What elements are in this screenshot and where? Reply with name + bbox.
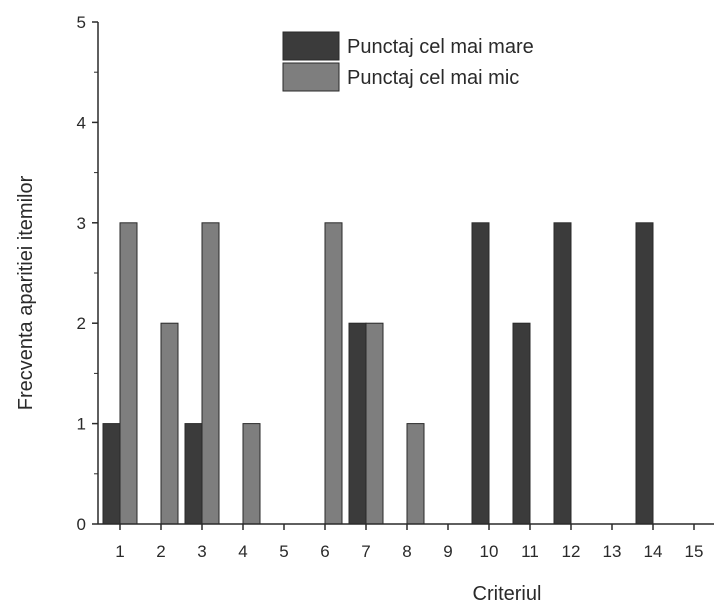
x-tick-label: 9 xyxy=(443,542,452,561)
x-tick-label: 2 xyxy=(156,542,165,561)
y-tick-label: 0 xyxy=(77,515,86,534)
bar-lowest-score xyxy=(406,423,425,525)
y-tick-label: 5 xyxy=(77,13,86,32)
y-tick-label: 1 xyxy=(77,415,86,434)
bar-lowest-score xyxy=(365,322,384,525)
legend: Punctaj cel mai mare Punctaj cel mai mic xyxy=(282,31,534,92)
y-tick-label: 2 xyxy=(77,314,86,333)
x-tick-label: 15 xyxy=(685,542,704,561)
bar-lowest-score xyxy=(119,222,138,525)
legend-label-high: Punctaj cel mai mare xyxy=(347,36,534,58)
legend-swatch-high xyxy=(282,31,340,61)
bar-highest-score xyxy=(184,423,203,525)
x-tick-label: 11 xyxy=(521,542,539,561)
bar-lowest-score xyxy=(201,222,220,525)
x-axis-title: Criteriul xyxy=(473,583,542,605)
bar-highest-score xyxy=(553,222,572,525)
x-tick-label: 8 xyxy=(402,542,411,561)
bar-highest-score xyxy=(471,222,490,525)
x-tick-label: 14 xyxy=(644,542,663,561)
bar-highest-score xyxy=(348,322,367,525)
x-tick-label: 1 xyxy=(115,542,124,561)
bar-lowest-score xyxy=(324,222,343,525)
x-tick-label: 5 xyxy=(279,542,288,561)
bar-lowest-score xyxy=(242,423,261,525)
y-tick-label: 4 xyxy=(77,113,86,132)
bars-group xyxy=(102,222,654,525)
x-tick-label: 6 xyxy=(320,542,329,561)
x-tick-label: 13 xyxy=(603,542,622,561)
x-tick-label: 10 xyxy=(480,542,499,561)
x-tick-label: 3 xyxy=(197,542,206,561)
y-tick-label: 3 xyxy=(77,214,86,233)
bar-highest-score xyxy=(102,423,121,525)
x-tick-label: 12 xyxy=(562,542,581,561)
legend-swatch-low xyxy=(282,62,340,92)
bar-highest-score xyxy=(512,322,531,525)
bar-highest-score xyxy=(635,222,654,525)
legend-label-low: Punctaj cel mai mic xyxy=(347,67,519,89)
y-axis-title: Frecventa aparitiei itemilor xyxy=(15,175,37,410)
x-tick-label: 4 xyxy=(238,542,247,561)
bar-lowest-score xyxy=(160,322,179,525)
y-ticks-group: 0 1 2 3 4 5 xyxy=(77,13,98,534)
x-tick-label: 7 xyxy=(361,542,370,561)
x-ticks-group: 1 2 3 4 5 6 7 8 9 10 11 12 13 14 15 xyxy=(115,524,703,561)
